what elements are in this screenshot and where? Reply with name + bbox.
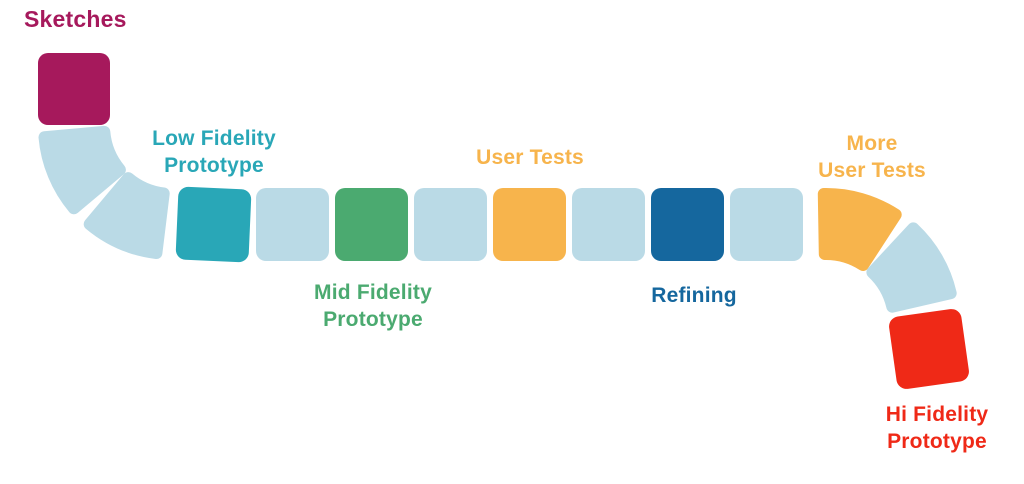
user-tests-tile xyxy=(493,188,566,261)
track-curve-tile xyxy=(38,125,126,215)
track-tile xyxy=(256,188,329,261)
track-tile xyxy=(730,188,803,261)
low-fidelity-prototype-tile xyxy=(175,186,252,263)
track-tile xyxy=(414,188,487,261)
track-curve-tile xyxy=(866,222,957,313)
track-curve-tile xyxy=(83,172,170,259)
more-user-tests-tile xyxy=(817,187,902,271)
track-tile xyxy=(572,188,645,261)
refining-tile xyxy=(651,188,724,261)
mid-fidelity-prototype-tile xyxy=(335,188,408,261)
hi-fidelity-prototype-tile xyxy=(889,309,969,389)
sketches-tile xyxy=(38,53,110,125)
